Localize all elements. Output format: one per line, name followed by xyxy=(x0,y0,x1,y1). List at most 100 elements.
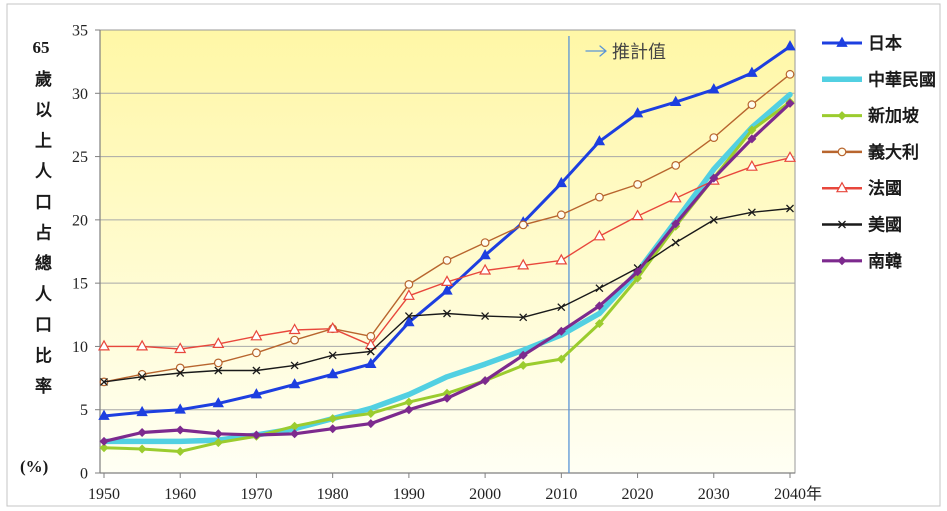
x-tick-label: 2030 xyxy=(698,486,730,503)
point-singapore-1985 xyxy=(366,409,376,418)
point-france-2005 xyxy=(517,258,530,270)
legend-label: 南韓 xyxy=(868,251,902,272)
point-japan-2000 xyxy=(479,248,491,260)
point-italy-1970 xyxy=(251,348,261,358)
x-tick-label: 2020 xyxy=(622,486,654,503)
point-usa-2025 xyxy=(671,238,680,247)
point-japan-1985 xyxy=(365,357,377,369)
point-singapore-1960 xyxy=(175,447,185,456)
point-usa-2035 xyxy=(747,208,756,217)
series-usa xyxy=(100,204,794,386)
point-usa-2040 xyxy=(786,204,794,213)
y-axis-label-number: 65 xyxy=(32,38,50,57)
point-usa-2030 xyxy=(709,215,718,224)
point-singapore-1990 xyxy=(404,397,414,407)
point-france-2020 xyxy=(631,209,644,221)
point-japan-1975 xyxy=(288,378,301,389)
point-singapore-1980 xyxy=(328,414,338,424)
point-south-korea-1970 xyxy=(251,430,261,440)
x-tick-label: 2010 xyxy=(545,486,577,503)
point-usa-2010 xyxy=(557,303,566,312)
point-japan-2025 xyxy=(670,95,682,106)
point-usa-1960 xyxy=(176,369,185,377)
legend-marker xyxy=(838,220,846,229)
series-japan xyxy=(98,40,796,420)
y-tick-label: 5 xyxy=(80,402,88,419)
y-tick-label: 35 xyxy=(72,23,88,40)
point-italy-2000 xyxy=(480,238,490,248)
legend-label: 義大利 xyxy=(868,142,919,163)
point-south-korea-1975 xyxy=(290,429,300,439)
point-italy-1990 xyxy=(404,280,414,289)
point-japan-2010 xyxy=(555,176,567,188)
point-usa-1975 xyxy=(290,361,299,370)
point-france-1980 xyxy=(326,321,339,333)
point-france-2040 xyxy=(783,151,797,162)
point-japan-1980 xyxy=(327,367,339,379)
x-tick-label: 1960 xyxy=(164,486,196,503)
point-south-korea-1990 xyxy=(404,405,414,415)
point-south-korea-1980 xyxy=(328,424,338,434)
legend-item-south-korea: 南韓 xyxy=(822,251,902,272)
point-singapore-2035 xyxy=(747,125,757,135)
x-axis: 1950 1960 1970 1980 1990 2000 2010 2020 2030 2040… xyxy=(88,473,822,503)
y-tick-label: 20 xyxy=(72,212,88,229)
point-south-korea-1965 xyxy=(213,429,223,439)
projection-annotation: 推計值 xyxy=(585,42,666,63)
point-singapore-2010 xyxy=(556,354,566,364)
point-japan-2035 xyxy=(746,66,758,77)
point-italy-1960 xyxy=(175,363,185,373)
y-tick-label: 10 xyxy=(72,339,88,356)
y-tick-label: 15 xyxy=(72,276,88,293)
point-italy-2005 xyxy=(518,220,528,230)
point-france-1960 xyxy=(174,342,187,354)
point-usa-1995 xyxy=(443,309,451,318)
point-usa-1985 xyxy=(366,347,375,356)
point-japan-1970 xyxy=(250,388,263,399)
point-italy-1975 xyxy=(290,335,300,345)
point-usa-2000 xyxy=(481,312,490,321)
point-usa-1955 xyxy=(138,372,147,381)
point-japan-2030 xyxy=(708,83,720,94)
point-south-korea-2010 xyxy=(556,326,566,336)
point-japan-1965 xyxy=(212,397,224,408)
point-usa-2015 xyxy=(595,284,604,293)
y-axis-unit: (%) xyxy=(20,457,49,476)
point-south-korea-2000 xyxy=(480,376,490,386)
point-france-2010 xyxy=(555,253,568,265)
point-usa-1970 xyxy=(252,366,261,375)
series-group xyxy=(97,40,797,456)
point-italy-2035 xyxy=(747,100,757,110)
point-usa-2005 xyxy=(519,313,528,322)
legend-label: 日本 xyxy=(868,33,902,54)
point-south-korea-2035 xyxy=(747,134,757,144)
point-singapore-1955 xyxy=(137,444,147,454)
point-france-2015 xyxy=(593,229,606,241)
legend-marker xyxy=(837,256,847,266)
point-italy-2015 xyxy=(595,192,604,202)
projection-label: 推計值 xyxy=(612,42,666,63)
x-tick-label: 1970 xyxy=(240,486,272,503)
legend-item-singapore: 新加坡 xyxy=(822,106,919,127)
legend-marker xyxy=(835,181,849,193)
point-south-korea-2030 xyxy=(709,173,719,183)
point-italy-1995 xyxy=(442,256,452,265)
point-usa-1990 xyxy=(404,312,413,321)
legend-marker xyxy=(837,147,847,157)
point-italy-2030 xyxy=(709,133,719,143)
legend-item-italy: 義大利 xyxy=(822,142,919,163)
point-france-1985 xyxy=(364,338,377,350)
point-italy-2040 xyxy=(785,69,795,79)
y-axis-label: 歲以上人口占總人口比率 xyxy=(31,70,51,408)
point-japan-2020 xyxy=(631,107,644,118)
point-japan-1955 xyxy=(136,405,148,417)
point-south-korea-2025 xyxy=(671,219,681,229)
point-singapore-2015 xyxy=(594,319,604,329)
point-france-1955 xyxy=(136,339,149,351)
legend-marker xyxy=(837,111,847,121)
legend-item-taiwan: 中華民國 xyxy=(822,69,936,90)
point-italy-1965 xyxy=(213,358,223,368)
x-tick-label: 2000 xyxy=(469,486,501,503)
